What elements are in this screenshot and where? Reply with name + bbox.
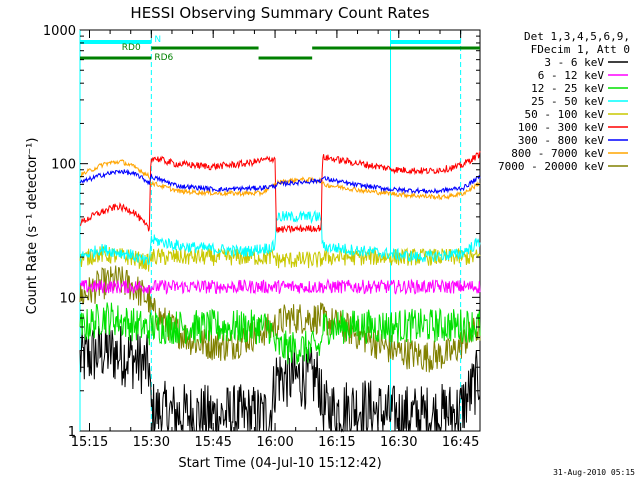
x-tick-label: 16:15 bbox=[318, 435, 355, 450]
x-tick-label: 16:00 bbox=[256, 435, 293, 450]
legend-label: 25 - 50 keV bbox=[531, 95, 604, 108]
y-tick-label: 100 bbox=[51, 158, 76, 173]
x-tick-label: 15:15 bbox=[71, 435, 108, 450]
x-tick-label: 16:30 bbox=[380, 435, 417, 450]
series-line-6to12kev bbox=[79, 278, 481, 296]
x-tick-label: 15:30 bbox=[133, 435, 170, 450]
series-line-3to6kev bbox=[79, 320, 481, 433]
interval-lines bbox=[79, 30, 462, 431]
legend-label: 50 - 100 keV bbox=[525, 108, 605, 121]
legend-label: 100 - 300 keV bbox=[518, 121, 604, 134]
series-line-300to800kev bbox=[79, 168, 481, 195]
legend-label: 6 - 12 keV bbox=[538, 69, 605, 82]
legend: Det 1,3,4,5,6,9,FDecim 1, Att 03 - 6 keV… bbox=[498, 30, 630, 173]
series-line-25to50kev bbox=[79, 209, 481, 266]
legend-label: 300 - 800 keV bbox=[518, 134, 604, 147]
series-line-100to300kev bbox=[79, 151, 481, 234]
series-line-12to25kev bbox=[79, 302, 481, 365]
bar-label-n: N bbox=[154, 35, 161, 45]
bar-label-rd0: RD0 bbox=[122, 43, 141, 53]
series-line-50to100kev bbox=[79, 246, 481, 272]
series-line-800to7000kev bbox=[79, 159, 481, 201]
axes: 15:15 15:30 15:45 16:00 16:15 16:30 16:45 1 10 10… bbox=[43, 24, 480, 450]
legend-header: Det 1,3,4,5,6,9, bbox=[524, 30, 630, 43]
y-tick-label: 10 bbox=[59, 291, 76, 306]
chart-title: HESSI Observing Summary Count Rates bbox=[130, 4, 429, 22]
y-tick-label: 1000 bbox=[43, 24, 76, 39]
x-tick-label: 15:45 bbox=[194, 435, 231, 450]
y-tick-label: 1 bbox=[68, 425, 76, 440]
legend-header: FDecim 1, Att 0 bbox=[531, 43, 630, 56]
date-stamp: 31-Aug-2010 05:15 bbox=[553, 468, 635, 477]
x-tick-label: 16:45 bbox=[442, 435, 479, 450]
legend-label: 3 - 6 keV bbox=[544, 56, 604, 69]
legend-label: 12 - 25 keV bbox=[531, 82, 604, 95]
legend-label: 800 - 7000 keV bbox=[511, 147, 604, 160]
bar-label-rd6: RD6 bbox=[154, 53, 173, 63]
x-axis-label: Start Time (04-Jul-10 15:12:42) bbox=[178, 456, 381, 471]
series-line-7000to20000kev bbox=[79, 265, 481, 373]
legend-label: 7000 - 20000 keV bbox=[498, 160, 604, 173]
y-axis-label: Count Rate (s⁻¹ detector⁻¹) bbox=[25, 138, 40, 315]
attenuator-bars: N RD0 RD6 bbox=[80, 35, 480, 63]
data-series bbox=[79, 151, 481, 433]
